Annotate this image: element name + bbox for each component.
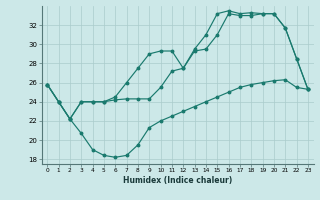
X-axis label: Humidex (Indice chaleur): Humidex (Indice chaleur) [123, 176, 232, 185]
